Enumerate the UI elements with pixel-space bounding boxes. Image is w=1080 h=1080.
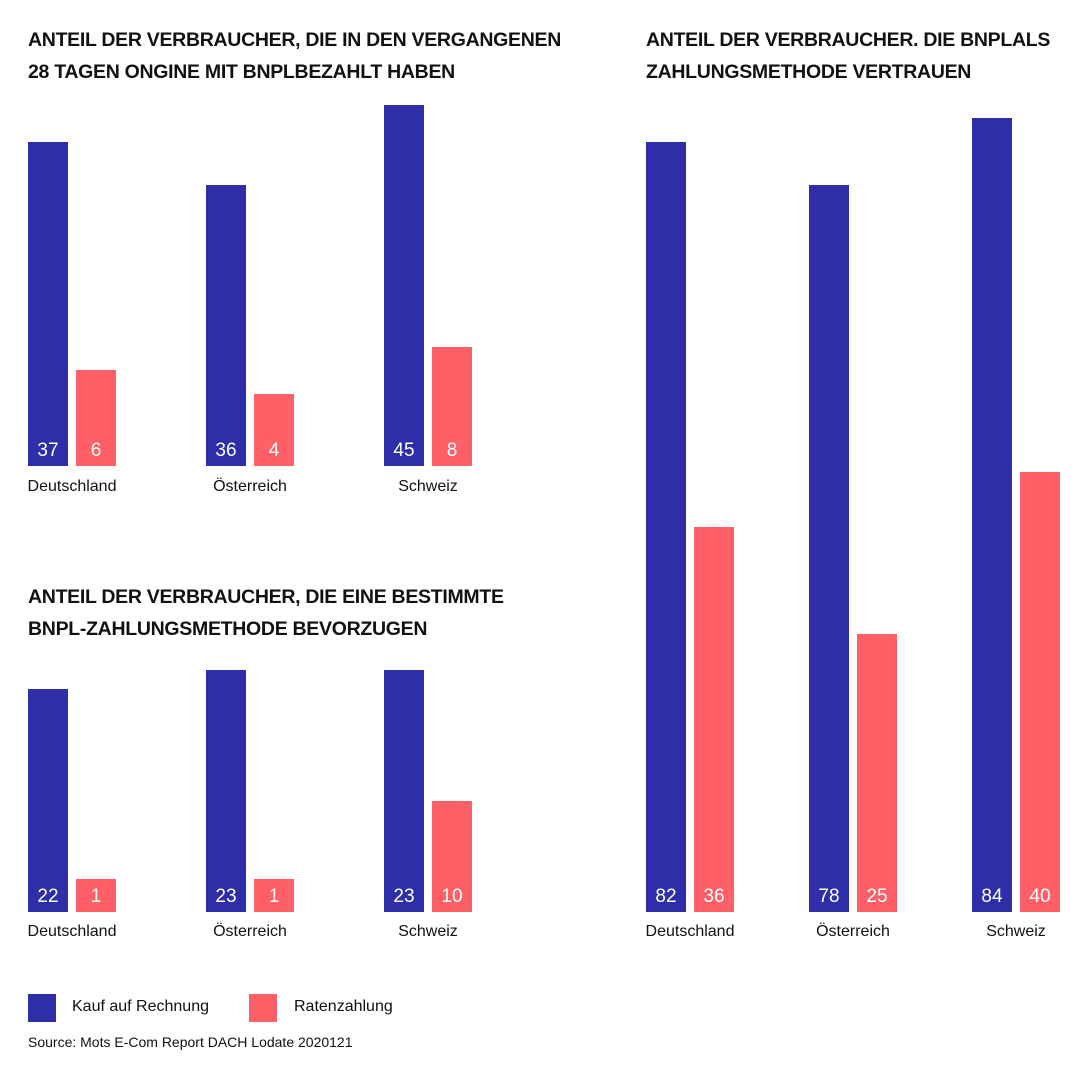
bar-kauf xyxy=(972,118,1012,912)
bar-raten xyxy=(432,347,472,466)
bar-kauf xyxy=(206,185,246,466)
chart-title: ANTEIL DER VERBRAUCHER, DIE EINE BESTIMM… xyxy=(28,581,504,645)
bar-raten xyxy=(432,801,472,912)
bar-value-label: 84 xyxy=(981,886,1003,907)
bar-value-label: 22 xyxy=(37,886,59,907)
bar-value-label: 25 xyxy=(866,886,888,907)
bar-kauf xyxy=(384,105,424,466)
bar-value-label: 37 xyxy=(37,440,59,461)
bar-value-label: 40 xyxy=(1029,886,1051,907)
category-label: Schweiz xyxy=(398,478,458,495)
bar-value-label: 36 xyxy=(703,886,725,907)
bar-value-label: 1 xyxy=(90,886,102,907)
bar-kauf xyxy=(809,185,849,912)
bar-value-label: 4 xyxy=(268,440,280,461)
chart-title: ANTEIL DER VERBRAUCHER. DIE BNPLALS ZAHLU… xyxy=(646,24,1050,88)
chart-title-line: ANTEIL DER VERBRAUCHER, DIE EINE BESTIMM… xyxy=(28,586,504,608)
bar-kauf xyxy=(206,670,246,912)
category-label: Österreich xyxy=(816,923,890,940)
chart-title: ANTEIL DER VERBRAUCHER, DIE IN DEN VERGA… xyxy=(28,24,561,88)
chart-title-line: ANTEIL DER VERBRAUCHER, DIE IN DEN VERGA… xyxy=(28,29,561,51)
bar-raten xyxy=(857,634,897,912)
bar-kauf xyxy=(28,689,68,912)
bar-value-label: 1 xyxy=(268,886,280,907)
bar-value-label: 10 xyxy=(441,886,463,907)
bar-kauf xyxy=(384,670,424,912)
bar-raten xyxy=(254,879,294,912)
bar-kauf xyxy=(646,142,686,912)
bar-raten xyxy=(76,370,116,466)
legend-label-kauf: Kauf auf Rechnung xyxy=(72,998,209,1015)
bar-raten xyxy=(694,527,734,912)
legend-swatch-raten xyxy=(249,994,277,1022)
bar-value-label: 82 xyxy=(655,886,677,907)
bar-value-label: 36 xyxy=(215,440,237,461)
bar-kauf xyxy=(28,142,68,466)
bar-value-label: 8 xyxy=(446,440,458,461)
legend-label-raten: Ratenzahlung xyxy=(294,998,393,1015)
category-label: Schweiz xyxy=(398,923,458,940)
chart-title-line: ANTEIL DER VERBRAUCHER. DIE BNPLALS xyxy=(646,29,1051,51)
bar-raten xyxy=(254,394,294,466)
bar-value-label: 78 xyxy=(818,886,840,907)
bar-value-label: 6 xyxy=(90,440,102,461)
chart-title-line: ZAHLUNGSMETHODE VERTRAUEN xyxy=(646,61,972,83)
bar-value-label: 45 xyxy=(393,440,415,461)
category-label: Österreich xyxy=(213,923,287,940)
category-label: Deutschland xyxy=(645,923,735,940)
bar-raten xyxy=(1020,472,1060,912)
source-note: Source: Mots E-Com Report DACH Lodate 20… xyxy=(28,1034,353,1050)
category-label: Schweiz xyxy=(986,923,1046,940)
bar-value-label: 23 xyxy=(393,886,415,907)
bar-value-label: 23 xyxy=(215,886,237,907)
category-label: Deutschland xyxy=(27,478,117,495)
chart-title-line: 28 TAGEN ONGINE MIT BNPLBEZAHLT HABEN xyxy=(28,61,455,83)
category-label: Deutschland xyxy=(27,923,117,940)
bar-raten xyxy=(76,879,116,912)
legend-swatch-kauf xyxy=(28,994,56,1022)
chart-title-line: BNPL-ZAHLUNGSMETHODE BEVORZUGEN xyxy=(28,618,428,640)
category-label: Österreich xyxy=(213,478,287,495)
